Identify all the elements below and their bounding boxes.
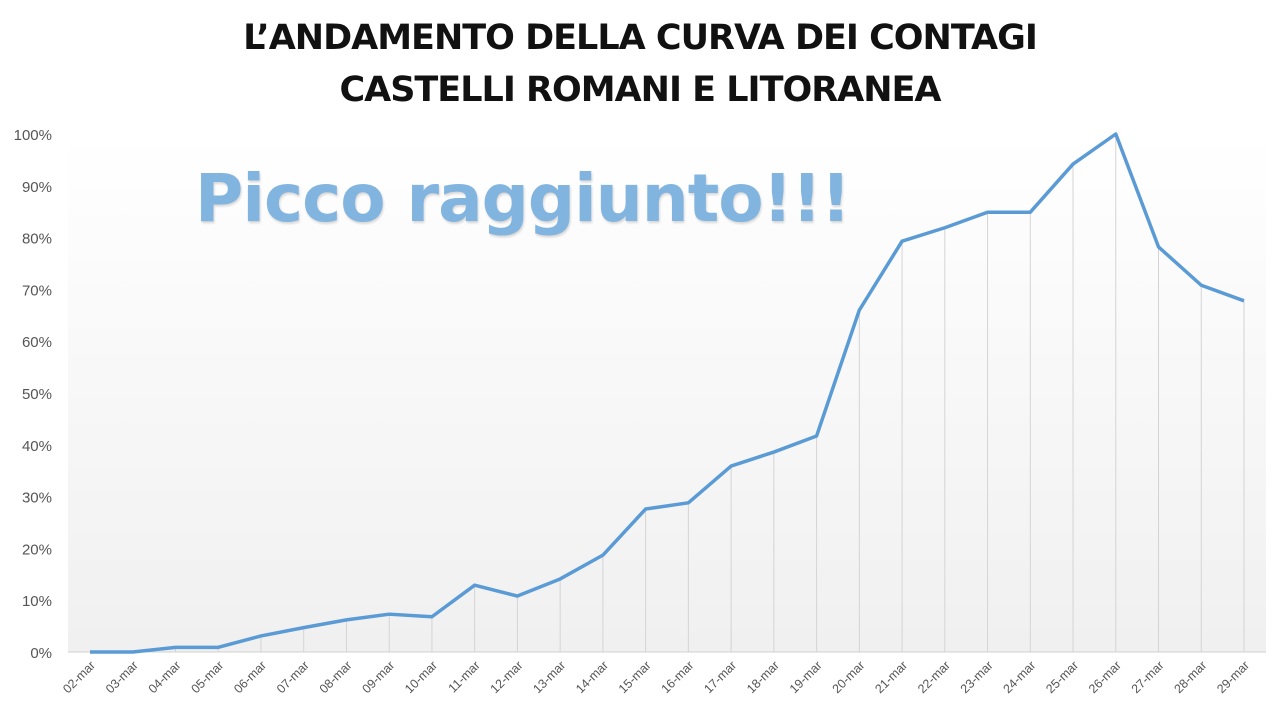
x-tick-label: 20-mar (830, 658, 868, 696)
x-tick-label: 15-mar (616, 658, 654, 696)
y-tick-label: 10% (22, 593, 52, 610)
x-tick-label: 10-mar (402, 658, 440, 696)
x-tick-label: 07-mar (274, 658, 312, 696)
series-line (90, 132, 1245, 654)
x-tick-label: 24-mar (1001, 658, 1039, 696)
x-tick-label: 22-mar (915, 658, 953, 696)
y-tick-label: 20% (22, 541, 52, 558)
x-tick-label: 12-mar (488, 658, 526, 696)
y-tick-label: 50% (22, 386, 52, 403)
x-tick-label: 13-mar (530, 658, 568, 696)
x-tick-label: 08-mar (317, 658, 355, 696)
x-tick-label: 29-mar (1214, 658, 1252, 696)
x-tick-label: 14-mar (573, 658, 611, 696)
y-tick-label: 100% (14, 127, 52, 144)
x-tick-label: 21-mar (872, 658, 910, 696)
x-tick-label: 05-mar (188, 658, 226, 696)
x-tick-label: 18-mar (744, 658, 782, 696)
peak-annotation: Picco raggiunto!!! (195, 160, 851, 237)
x-tick-label: 17-mar (701, 658, 739, 696)
y-tick-label: 70% (22, 282, 52, 299)
y-tick-label: 40% (22, 438, 52, 455)
x-tick-label: 06-mar (231, 658, 269, 696)
x-tick-label: 16-mar (659, 658, 697, 696)
plot-area (68, 134, 1266, 652)
y-tick-label: 60% (22, 334, 52, 351)
x-tick-label: 23-mar (958, 658, 996, 696)
x-tick-label: 04-mar (146, 658, 184, 696)
x-tick-label: 28-mar (1171, 658, 1209, 696)
x-tick-label: 27-mar (1129, 658, 1167, 696)
y-tick-label: 90% (22, 179, 52, 196)
chart-title-line-1: L’ANDAMENTO DELLA CURVA DEI CONTAGI (243, 18, 1038, 58)
x-tick-label: 19-mar (787, 658, 825, 696)
chart-title-line-2: CASTELLI ROMANI E LITORANEA (339, 70, 941, 110)
x-tick-label: 25-mar (1043, 658, 1081, 696)
y-tick-label: 30% (22, 490, 52, 507)
x-tick-label: 03-mar (103, 658, 141, 696)
x-tick-label: 09-mar (359, 658, 397, 696)
y-tick-label: 80% (22, 231, 52, 248)
x-tick-label: 26-mar (1086, 658, 1124, 696)
x-tick-label: 11-mar (446, 658, 483, 695)
x-tick-label: 02-mar (60, 658, 98, 696)
y-tick-label: 0% (30, 645, 52, 662)
